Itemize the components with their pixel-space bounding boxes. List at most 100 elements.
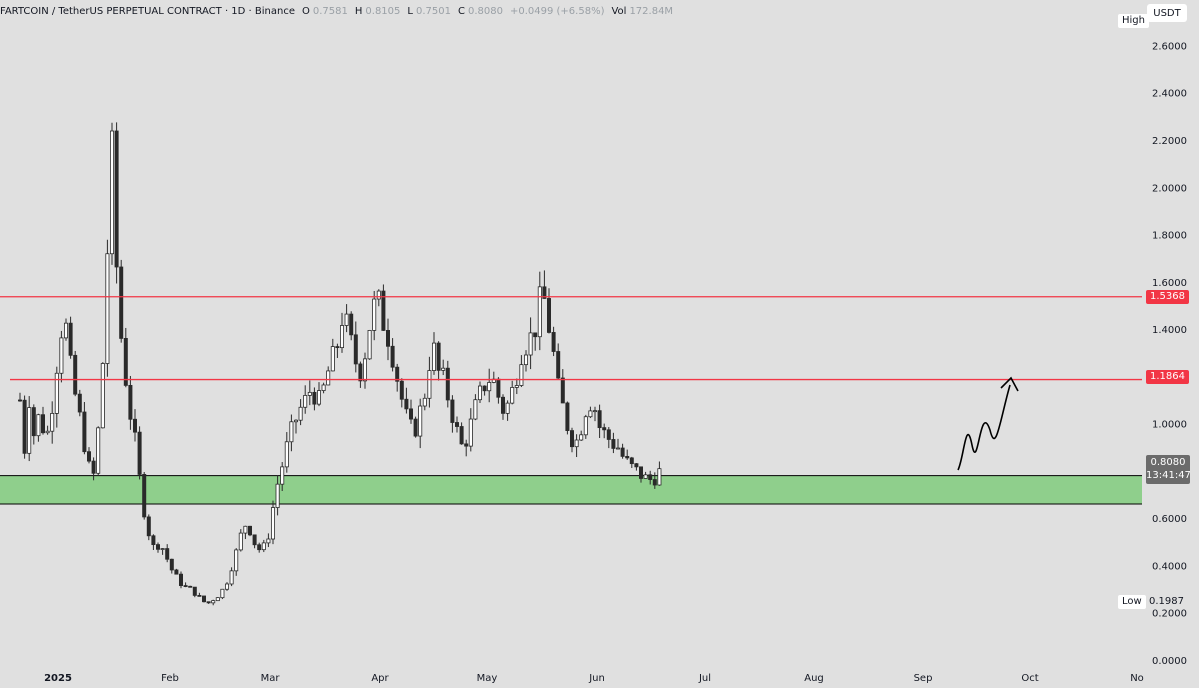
candle-body (266, 538, 271, 544)
candle-body (372, 298, 377, 331)
candle-body (155, 544, 160, 550)
x-tick-label: Oct (1021, 673, 1038, 684)
candle-body (648, 474, 653, 480)
candle-body (643, 474, 648, 479)
candle-body (59, 337, 64, 374)
candle-body (427, 370, 432, 399)
candle-body (316, 390, 321, 405)
candle-body (505, 402, 510, 414)
candle-body (298, 406, 303, 421)
candle-body (542, 286, 547, 299)
y-tick-label: 2.0000 (1152, 183, 1187, 194)
x-tick-label: Jun (588, 673, 605, 684)
candle-body (312, 391, 317, 405)
candle-body (565, 402, 570, 431)
x-tick-label: May (477, 673, 498, 684)
close-label: C (457, 5, 465, 17)
candle-body (468, 418, 473, 447)
candle-body (183, 585, 188, 587)
candle-body (376, 290, 381, 300)
price-axis[interactable]: 0.00000.20000.40000.60001.00001.20001.40… (1152, 41, 1187, 667)
candle-body (169, 558, 174, 571)
candle-body (234, 549, 239, 572)
candle-body (500, 396, 505, 414)
candle-body (96, 427, 101, 474)
candle-body (220, 588, 225, 599)
candle-body (114, 130, 119, 268)
candle-body (339, 325, 344, 349)
candles-layer (17, 122, 662, 606)
symbol-title[interactable]: FARTCOIN / TetherUS PERPETUAL CONTRACT ·… (0, 5, 295, 17)
candle-body (17, 399, 22, 402)
candle-body (174, 569, 179, 575)
candle-body (459, 426, 464, 445)
candle-body (625, 455, 630, 459)
candle-body (247, 525, 252, 536)
candle-body (137, 431, 142, 475)
candle-body (606, 429, 611, 440)
candle-body (579, 434, 584, 441)
candle-body (201, 595, 206, 603)
support-zone (0, 475, 1142, 504)
candle-body (27, 407, 32, 454)
candle-body (192, 586, 197, 596)
candle-body (270, 507, 275, 540)
candle-body (362, 358, 367, 382)
candle-body (477, 385, 482, 401)
candle-body (537, 286, 542, 338)
candle-body (229, 570, 234, 585)
candle-body (602, 427, 607, 431)
candle-body (395, 366, 400, 382)
candle-body (188, 585, 193, 588)
candle-body (87, 451, 92, 462)
candle-body (652, 479, 657, 486)
candle-body (132, 418, 137, 433)
candle-body (68, 322, 73, 356)
resistance-tag-lower: 1.1864 (1146, 370, 1189, 384)
x-tick-label: Aug (804, 673, 824, 684)
candle-body (556, 351, 561, 379)
y-tick-label: 0.6000 (1152, 514, 1187, 525)
candle-body (73, 354, 78, 395)
support-zone-layer (0, 475, 1142, 505)
candle-body (639, 466, 644, 479)
x-tick-label: 2025 (44, 673, 72, 684)
candle-body (487, 382, 492, 392)
candle-body (321, 384, 326, 391)
candle-body (293, 419, 298, 423)
candle-body (574, 439, 579, 448)
low-marker-label: Low (1118, 595, 1146, 609)
candle-body (450, 399, 455, 423)
close-value: 0.8080 (467, 5, 503, 17)
candle-body (284, 441, 289, 468)
candle-body (353, 334, 358, 365)
candle-body (547, 298, 552, 333)
y-tick-label: 0.0000 (1152, 656, 1187, 667)
low-label-header: L (407, 5, 413, 17)
time-axis[interactable]: 2025 Feb Mar Apr May Jun Jul Aug Sep Oct No (44, 673, 1144, 684)
resistance-tag-upper: 1.5368 (1146, 290, 1189, 304)
candle-body (36, 414, 41, 437)
currency-button[interactable]: USDT (1147, 4, 1187, 22)
y-tick-label: 0.2000 (1152, 609, 1187, 620)
change-value: +0.0499 (+6.58%) (509, 5, 605, 17)
candle-body (178, 573, 183, 586)
candle-body (146, 516, 151, 537)
candle-body (422, 397, 427, 407)
candle-body (597, 410, 602, 429)
candle-body (82, 411, 87, 453)
candle-body (197, 594, 202, 597)
y-tick-label: 0.4000 (1152, 561, 1187, 572)
y-tick-label: 2.4000 (1152, 89, 1187, 100)
candle-body (110, 130, 115, 255)
candle-body (588, 410, 593, 418)
x-tick-label: Mar (261, 673, 281, 684)
candle-body (280, 466, 285, 485)
candle-body (358, 363, 363, 382)
candle-body (473, 399, 478, 420)
candle-body (454, 422, 459, 427)
candle-body (616, 447, 621, 450)
candle-body (629, 457, 634, 465)
candle-body (528, 332, 533, 356)
